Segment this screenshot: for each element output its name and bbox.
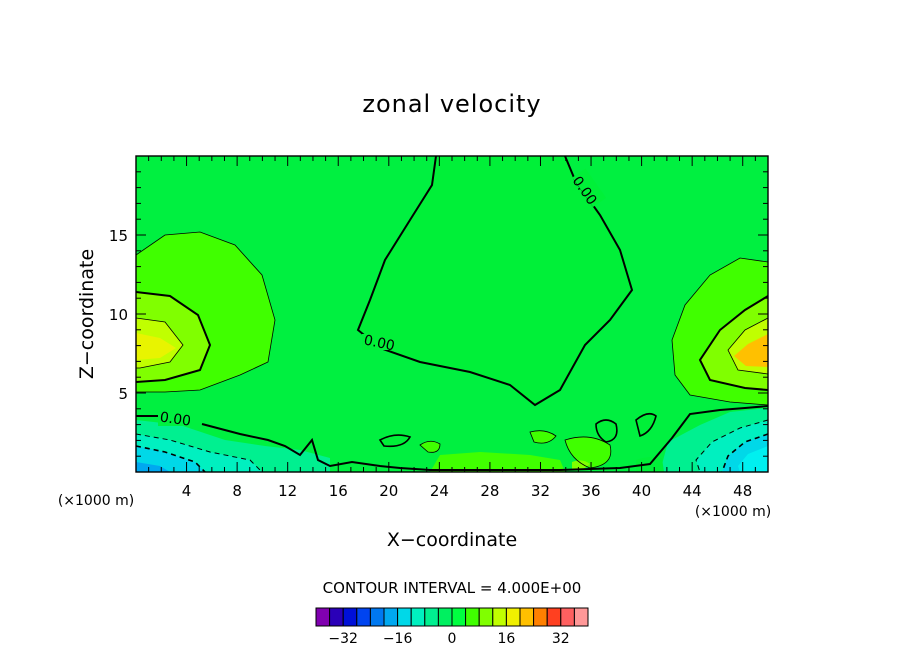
colorbar-tick-label: 16 (497, 631, 515, 647)
blob-4 (565, 436, 611, 468)
x-axis-label: X−coordinate (387, 529, 517, 551)
negative-region (358, 156, 632, 405)
colorbar-swatch (410, 607, 426, 627)
contour-label-center: 0.00 (362, 332, 396, 354)
colorbar-swatch (369, 607, 385, 627)
colorbar-swatch (573, 607, 589, 627)
x-unit-label: (×1000 m) (695, 504, 771, 520)
blob-contours (378, 412, 657, 448)
z-unit-label: (×1000 m) (58, 493, 134, 509)
colorbar-swatch (560, 607, 575, 627)
contour-lines (136, 156, 768, 472)
x-tick-label: 8 (232, 482, 242, 500)
colorbar-swatch (356, 607, 371, 627)
chart-title: zonal velocity (362, 90, 541, 118)
colorbar-tick-labels: −32 −16 0 16 32 (328, 631, 569, 647)
axis-ticks (136, 156, 768, 472)
x-tick-label: 40 (632, 482, 651, 500)
colorbar-swatch (505, 607, 521, 627)
lower-right-dashed-1 (695, 419, 768, 472)
lower-neg-dashed-1 (136, 433, 263, 472)
contour-label-lower-left: 0.00 (159, 410, 192, 430)
x-tick-label: 36 (581, 482, 600, 500)
lower-neg-dashed-2 (136, 445, 206, 472)
bottom-right-neg-4 (738, 446, 768, 472)
colorbar-swatch (533, 607, 548, 627)
x-tick-label: 32 (531, 482, 550, 500)
left-thin-contour-2 (136, 317, 184, 369)
colorbar-swatch (397, 607, 412, 627)
blob-1 (420, 441, 440, 453)
colorbar (315, 607, 589, 627)
x-tick-label: 44 (683, 482, 702, 500)
y-tick-labels: 5 10 15 (109, 227, 128, 403)
x-tick-label: 20 (379, 482, 398, 500)
x-tick-label: 48 (733, 482, 752, 500)
colorbar-tick-label: −16 (383, 631, 413, 647)
x-tick-label: 16 (329, 482, 348, 500)
colorbar-tick-label: 32 (552, 631, 570, 647)
blob-5 (572, 460, 590, 471)
colorbar-swatch (519, 607, 535, 627)
blob-thin-contours (419, 430, 612, 469)
y-tick-label: 5 (118, 385, 128, 403)
colorbar-swatch (342, 607, 358, 627)
right-thin-contour-2 (727, 317, 768, 375)
blob-3 (530, 430, 556, 444)
right-thick-contour (698, 295, 768, 391)
left-thin-contour-1 (136, 231, 276, 393)
colorbar-swatch (329, 607, 344, 627)
colorbar-swatch (437, 607, 453, 627)
colorbar-swatch (492, 607, 507, 627)
colorbar-swatch (315, 607, 331, 627)
right-thin-contour-1 (671, 257, 768, 406)
lower-right-dashed-2 (721, 433, 768, 472)
colorbar-swatch (451, 607, 467, 627)
x-tick-label: 4 (182, 482, 192, 500)
left-thick-contour (136, 291, 212, 383)
blob-8 (636, 413, 656, 436)
left-pos-4 (136, 333, 176, 360)
contour-interval-text: CONTOUR INTERVAL = 4.000E+00 (323, 579, 582, 597)
blob-2 (430, 452, 565, 472)
contour-field (136, 156, 768, 472)
y-tick-label: 10 (109, 306, 128, 324)
x-tick-label: 24 (430, 482, 449, 500)
colorbar-swatch (478, 607, 494, 627)
x-tick-label: 12 (278, 482, 297, 500)
colorbar-swatch (424, 607, 439, 627)
colorbar-swatch (383, 607, 399, 627)
y-tick-label: 15 (109, 227, 128, 245)
zero-contour-center (356, 156, 634, 407)
blob-7 (596, 420, 617, 442)
x-tick-label: 28 (480, 482, 499, 500)
right-pos-4 (734, 334, 768, 367)
colorbar-tick-label: −32 (328, 631, 358, 647)
colorbar-tick-label: 0 (448, 631, 457, 647)
colorbar-swatch (546, 607, 562, 627)
colorbar-swatch (465, 607, 480, 627)
y-axis-label: Z−coordinate (76, 249, 98, 379)
x-tick-labels: 4 8 12 16 20 24 28 32 36 40 44 48 (182, 482, 752, 500)
zero-contour-lower (136, 405, 768, 471)
